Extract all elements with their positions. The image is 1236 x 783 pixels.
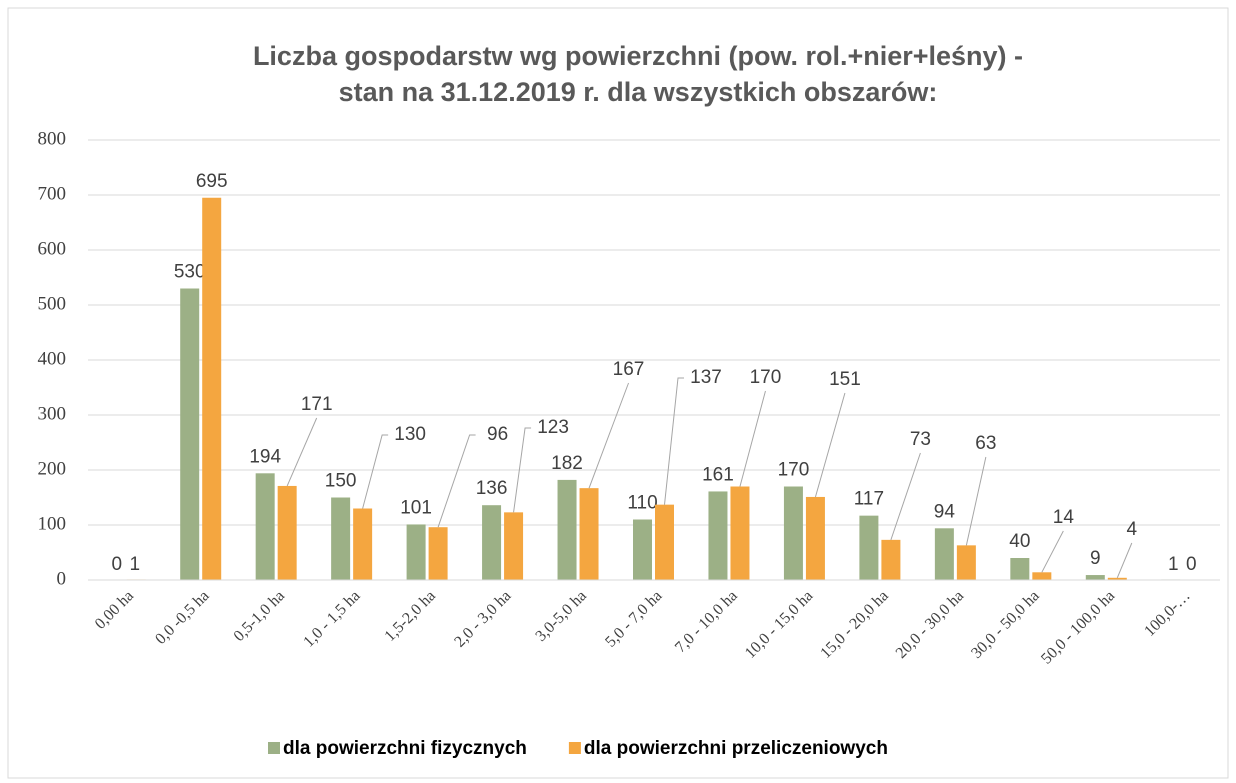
- data-label: 73: [910, 429, 931, 450]
- y-tick-label: 300: [38, 403, 67, 424]
- data-label: 137: [690, 367, 722, 388]
- y-tick-label: 100: [38, 513, 67, 534]
- data-label: 14: [1053, 507, 1075, 528]
- data-label: 1: [1168, 554, 1179, 575]
- data-label: 63: [975, 433, 996, 454]
- bar: [633, 519, 652, 580]
- bar: [180, 288, 200, 580]
- bar: [1085, 575, 1105, 580]
- bar: [708, 491, 728, 580]
- data-label: 123: [537, 417, 569, 438]
- leader-line: [890, 452, 921, 541]
- bar: [934, 528, 954, 580]
- y-tick-label: 400: [38, 348, 67, 369]
- bar: [655, 504, 674, 580]
- bar: [277, 485, 297, 580]
- data-label: 171: [301, 394, 333, 415]
- y-tick-label: 500: [38, 293, 67, 314]
- data-label: 194: [249, 446, 281, 467]
- data-label: 9: [1090, 548, 1101, 569]
- data-label: 94: [934, 501, 956, 522]
- bar: [881, 539, 901, 580]
- data-label: 4: [1127, 519, 1138, 540]
- data-label: 182: [551, 453, 583, 474]
- legend-swatch: [568, 742, 581, 754]
- leader-line: [965, 456, 987, 546]
- y-tick-label: 600: [38, 238, 67, 259]
- data-label: 0: [111, 554, 122, 575]
- bar: [504, 512, 524, 580]
- bar: [428, 527, 448, 580]
- legend-swatch: [268, 742, 280, 754]
- leader-line: [1116, 542, 1133, 578]
- data-label: 96: [487, 424, 508, 445]
- leader-line: [513, 427, 532, 513]
- bar: [353, 508, 373, 580]
- bar: [579, 488, 599, 580]
- leader-line: [286, 417, 318, 487]
- data-label: 0: [1186, 554, 1197, 575]
- y-tick-label: 0: [57, 568, 67, 589]
- bar: [805, 496, 825, 580]
- bar: [255, 473, 275, 580]
- data-label: 695: [196, 171, 228, 192]
- data-label: 117: [854, 489, 884, 510]
- leader-line: [739, 390, 766, 487]
- legend-label: dla powierzchni przeliczeniowych: [584, 738, 888, 759]
- data-label: 170: [750, 367, 782, 388]
- leader-line: [1041, 530, 1064, 573]
- chart-title: Liczba gospodarstw wg powierzchni (pow. …: [253, 41, 1023, 71]
- bar: [1107, 577, 1127, 580]
- bar: [202, 197, 222, 580]
- leader-line: [814, 392, 846, 498]
- data-label: 150: [325, 471, 357, 492]
- data-label: 40: [1009, 531, 1030, 552]
- data-label: 110: [627, 493, 657, 514]
- bar: [331, 497, 351, 580]
- chart-title: stan na 31.12.2019 r. dla wszystkich obs…: [339, 77, 938, 107]
- leader-line: [664, 377, 684, 505]
- data-label: 530: [174, 262, 206, 283]
- bar: [406, 524, 426, 580]
- data-label: 170: [778, 460, 810, 481]
- leader-line: [437, 434, 476, 528]
- bar: [783, 486, 803, 580]
- bar: [956, 545, 976, 580]
- data-label: 1: [129, 554, 140, 575]
- leader-line: [362, 434, 389, 509]
- data-label: 161: [702, 464, 734, 485]
- bar: [859, 515, 879, 580]
- leader-line: [588, 382, 630, 489]
- bar: [1010, 558, 1030, 580]
- data-label: 130: [394, 424, 426, 445]
- data-label: 151: [829, 369, 861, 390]
- bar: [482, 505, 502, 580]
- bar: [1032, 572, 1052, 580]
- y-tick-label: 700: [38, 183, 67, 204]
- y-tick-label: 800: [38, 128, 67, 149]
- bar: [557, 479, 577, 580]
- data-label: 167: [613, 359, 645, 380]
- y-tick-label: 200: [38, 458, 67, 479]
- data-label: 136: [476, 478, 508, 499]
- legend-label: dla powierzchni fizycznych: [283, 738, 527, 759]
- bar: [730, 486, 750, 580]
- data-label: 101: [400, 497, 432, 518]
